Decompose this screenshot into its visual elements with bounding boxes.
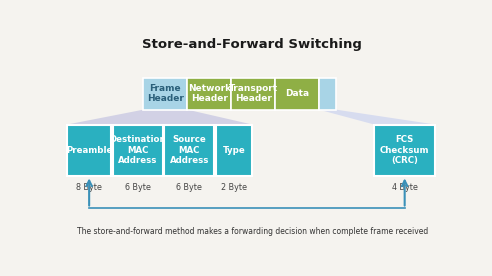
Text: Store-and-Forward Switching: Store-and-Forward Switching xyxy=(142,38,362,51)
FancyBboxPatch shape xyxy=(67,124,111,176)
Text: 4 Byte: 4 Byte xyxy=(392,183,418,192)
FancyBboxPatch shape xyxy=(113,124,162,176)
FancyBboxPatch shape xyxy=(319,78,336,110)
Text: 8 Byte: 8 Byte xyxy=(76,183,102,192)
Text: The store-and-forward method makes a forwarding decision when complete frame rec: The store-and-forward method makes a for… xyxy=(77,227,428,236)
Polygon shape xyxy=(319,110,435,124)
Polygon shape xyxy=(67,110,252,124)
Text: Transport
Header: Transport Header xyxy=(229,84,277,104)
FancyBboxPatch shape xyxy=(187,78,231,110)
FancyBboxPatch shape xyxy=(164,124,214,176)
Text: 2 Byte: 2 Byte xyxy=(221,183,247,192)
Text: Network
Header: Network Header xyxy=(187,84,231,104)
FancyBboxPatch shape xyxy=(144,78,187,110)
Text: FCS
Checksum
(CRC): FCS Checksum (CRC) xyxy=(380,135,430,165)
FancyBboxPatch shape xyxy=(231,78,275,110)
Text: Data: Data xyxy=(285,89,309,98)
Text: 6 Byte: 6 Byte xyxy=(176,183,202,192)
Text: Frame
Header: Frame Header xyxy=(147,84,184,104)
Text: Preamble: Preamble xyxy=(66,145,112,155)
Text: 6 Byte: 6 Byte xyxy=(125,183,151,192)
FancyBboxPatch shape xyxy=(275,78,319,110)
FancyBboxPatch shape xyxy=(374,124,435,176)
Text: Type: Type xyxy=(223,145,246,155)
FancyBboxPatch shape xyxy=(216,124,252,176)
Text: Source
MAC
Address: Source MAC Address xyxy=(170,135,209,165)
Text: Destination
MAC
Address: Destination MAC Address xyxy=(109,135,166,165)
